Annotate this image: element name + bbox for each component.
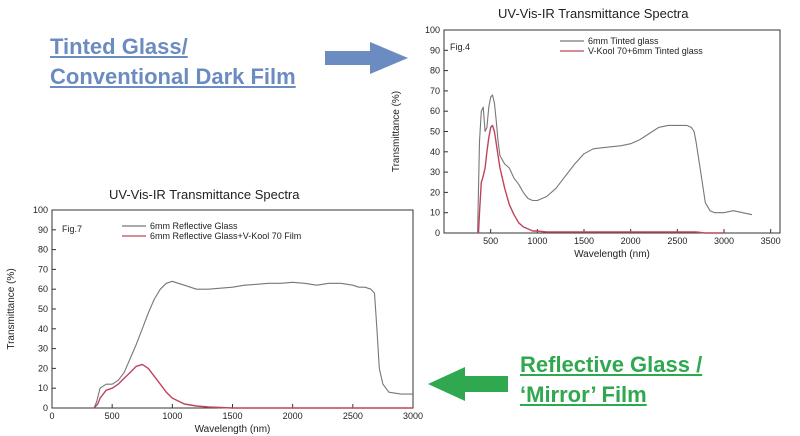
fig4-series-2-line	[477, 124, 724, 234]
fig4-series-1-line	[477, 94, 753, 234]
fig4-xtick-label: 3000	[714, 236, 734, 246]
fig7-series-2-line	[93, 363, 413, 409]
reflective-label-line-2: ‘Mirror’ Film	[520, 382, 647, 407]
fig4-ytick-label: 40	[430, 147, 440, 157]
fig4-ytick-label: 80	[430, 66, 440, 76]
fig7-y-axis-title: Transmittance (%)	[6, 268, 17, 349]
fig4-ytick-label: 90	[430, 45, 440, 55]
blue-arrow-icon	[325, 42, 408, 74]
fig7-xtick-label: 1500	[222, 411, 242, 421]
fig7-ytick-label: 90	[38, 225, 48, 235]
fig4-xtick-label: 1000	[527, 236, 547, 246]
reflective-glass-label: Reflective Glass / ‘Mirror’ Film	[520, 350, 702, 410]
tinted-glass-label: Tinted Glass/ Conventional Dark Film	[50, 32, 296, 92]
fig7-ytick-label: 100	[33, 205, 48, 215]
fig4-fig-label: Fig.4	[450, 42, 470, 52]
fig4-ytick-label: 50	[430, 127, 440, 137]
fig7-ytick-label: 30	[38, 344, 48, 354]
fig7-ytick-label: 20	[38, 363, 48, 373]
fig4-x-axis-title: Wavelength (nm)	[574, 249, 650, 260]
fig4-ytick-label: 20	[430, 187, 440, 197]
tinted-label-line-2: Conventional Dark Film	[50, 64, 296, 89]
tinted-label-line-1: Tinted Glass/	[50, 34, 188, 59]
fig4-xtick-label: 2500	[667, 236, 687, 246]
fig7-xtick-label: 0	[49, 411, 54, 421]
fig7-ytick-label: 40	[38, 324, 48, 334]
fig7-legend-label-1: 6mm Reflective Glass	[150, 221, 238, 231]
fig7-ytick-label: 10	[38, 383, 48, 393]
fig4-ytick-label: 10	[430, 208, 440, 218]
reflective-label-line-1: Reflective Glass /	[520, 352, 703, 377]
fig4-xtick-label: 500	[483, 236, 498, 246]
fig4-ytick-label: 60	[430, 106, 440, 116]
fig4-ytick-label: 0	[435, 228, 440, 238]
fig4-xtick-label: 1500	[574, 236, 594, 246]
green-arrow-icon	[428, 367, 508, 401]
fig7-ytick-label: 60	[38, 284, 48, 294]
fig7-ytick-label: 50	[38, 304, 48, 314]
fig4-legend-label-1: 6mm Tinted glass	[588, 36, 659, 46]
fig7-x-axis-title: Wavelength (nm)	[195, 424, 271, 435]
fig4-y-axis-title: Transmittance (%)	[391, 91, 402, 172]
fig4-legend-label-2: V-Kool 70+6mm Tinted glass	[588, 46, 703, 56]
fig4-xtick-label: 2000	[621, 236, 641, 246]
fig7-ytick-label: 80	[38, 245, 48, 255]
fig7-ytick-label: 70	[38, 264, 48, 274]
fig7-xtick-label: 500	[105, 411, 120, 421]
fig4-title: UV-Vis-IR Transmittance Spectra	[498, 6, 689, 21]
fig7-xtick-label: 2500	[343, 411, 363, 421]
arrows	[325, 42, 508, 401]
fig7-fig-label: Fig.7	[62, 224, 82, 234]
fig7-xtick-label: 3000	[403, 411, 423, 421]
fig7-legend-label-2: 6mm Reflective Glass+V-Kool 70 Film	[150, 231, 301, 241]
fig7-xtick-label: 1000	[162, 411, 182, 421]
fig4-ytick-label: 70	[430, 86, 440, 96]
fig4-ytick-label: 100	[425, 25, 440, 35]
fig4-ytick-label: 30	[430, 167, 440, 177]
fig7-ytick-label: 0	[43, 403, 48, 413]
fig7-xtick-label: 2000	[283, 411, 303, 421]
fig7-title: UV-Vis-IR Transmittance Spectra	[109, 187, 300, 202]
fig7-series-1-line	[93, 280, 413, 409]
fig4-chart: 0 10 20 30 40 50 60 70 80 90 100 500 1000 1500 2000 250…	[391, 25, 781, 260]
fig4-xtick-label: 3500	[761, 236, 781, 246]
